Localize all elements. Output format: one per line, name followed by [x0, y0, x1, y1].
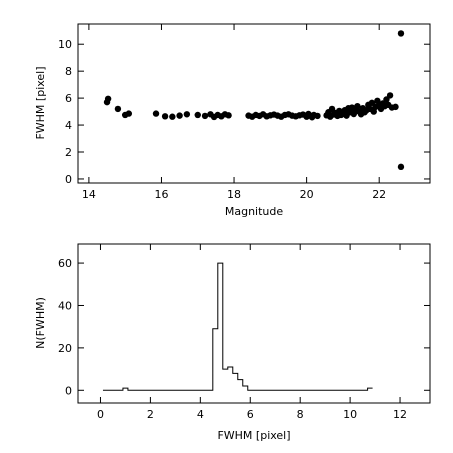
chart2-x-tick-label: 10: [343, 408, 357, 421]
chart2-x-tick-label: 6: [247, 408, 254, 421]
data-point: [314, 112, 321, 120]
chart1-x-axis-label: Magnitude: [225, 205, 284, 218]
histogram-steps: [102, 262, 373, 391]
chart1-x-tick-label: 20: [300, 188, 314, 201]
chart2-frame: [77, 243, 431, 404]
data-point: [397, 30, 405, 37]
data-point: [152, 110, 160, 117]
data-point: [225, 112, 232, 119]
chart1-x-tick-label: 18: [227, 188, 241, 201]
data-point: [397, 163, 405, 171]
chart2-y-tick-label: 20: [58, 342, 72, 355]
data-point: [161, 113, 169, 120]
chart2-y-tick-label: 40: [58, 299, 72, 312]
chart1-y-tick-label: 2: [65, 146, 72, 159]
fwhm-histogram-chart: 0 2 4 6 8 10 12 0 20 40 60 FWHM [pixel] N(FWHM): [34, 243, 431, 442]
chart2-y-tick-label: 0: [65, 384, 72, 397]
data-point: [114, 105, 122, 113]
chart2-x-tick-label: 2: [147, 408, 154, 421]
data-point: [176, 112, 183, 119]
chart1-y-tick-label: 0: [65, 173, 72, 186]
data-point: [194, 111, 201, 119]
chart2-x-tick-label: 8: [297, 408, 304, 421]
data-point: [386, 92, 394, 99]
data-point: [392, 103, 399, 111]
chart1-y-tick-label: 8: [65, 65, 72, 78]
chart1-y-tick-label: 4: [65, 119, 72, 132]
chart1-x-tick-label: 14: [82, 188, 96, 201]
chart2-y-tick-label: 60: [58, 257, 72, 270]
chart1-x-tick-label: 22: [372, 188, 386, 201]
fwhm-vs-magnitude-chart: 14 16 18 20 22 0 2 4 6 8 10 Magnitude FWHM [pixel]: [34, 23, 431, 218]
data-point: [125, 110, 133, 117]
chart1-y-tick-label: 6: [65, 92, 72, 105]
chart2-x-tick-label: 12: [393, 408, 407, 421]
chart1-y-tick-label: 10: [58, 38, 72, 51]
chart2-x-tick-label: 4: [197, 408, 204, 421]
data-point: [354, 102, 361, 110]
data-point: [104, 95, 112, 102]
data-point: [183, 111, 191, 118]
chart2-y-axis-label: N(FWHM): [34, 297, 47, 349]
chart1-y-axis-label: FWHM [pixel]: [34, 66, 47, 139]
data-point: [201, 112, 209, 120]
data-point: [169, 113, 176, 120]
chart2-x-tick-label: 0: [97, 408, 104, 421]
chart2-x-axis-label: FWHM [pixel]: [217, 429, 290, 442]
chart1-frame: [77, 23, 431, 184]
chart1-x-tick-label: 16: [154, 188, 168, 201]
